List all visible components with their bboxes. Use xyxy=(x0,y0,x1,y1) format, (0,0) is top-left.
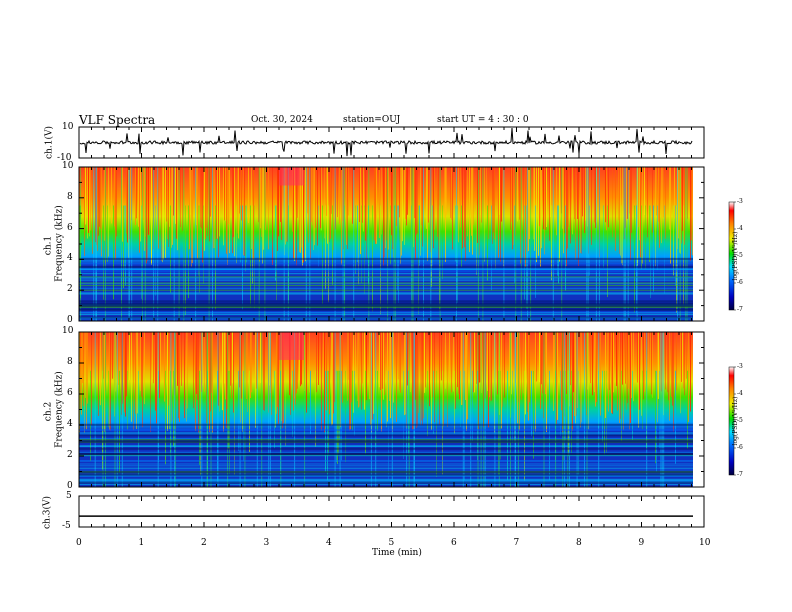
ch1-ytick-bottom: -10 xyxy=(57,153,72,163)
cbar-tick-label: -5 xyxy=(737,252,743,259)
cbar-tick-label: -6 xyxy=(737,444,743,451)
ch2-spectrogram-image xyxy=(78,331,705,488)
ch2-spec-ylabel: Frequency (kHz) xyxy=(54,371,65,448)
x-tick-label: 7 xyxy=(513,538,520,548)
spec-ytick-label: 4 xyxy=(67,419,73,429)
x-tick-label: 9 xyxy=(638,538,645,548)
ch1-waveform-ylabel: ch.1(V) xyxy=(44,126,55,159)
x-tick-label: 3 xyxy=(263,538,270,548)
spec-ytick-label: 4 xyxy=(67,253,73,264)
cbar-tick-label: -7 xyxy=(737,471,743,478)
spec-ytick-label: 6 xyxy=(67,388,73,398)
spec-ytick-label: 0 xyxy=(67,315,73,325)
cbar-tick-label: -4 xyxy=(737,225,743,232)
station-label: station=OUJ xyxy=(343,115,401,125)
spec-ytick-label: 6 xyxy=(67,222,73,233)
date-label: Oct. 30, 2024 xyxy=(251,115,313,125)
plot-title: VLF Spectra xyxy=(79,113,156,127)
ch1-spec-ylabel-top: ch.1 xyxy=(43,235,54,256)
cbar-tick-label: -3 xyxy=(737,198,743,205)
cbar-tick-label: -5 xyxy=(737,417,743,424)
cbar-tick-label: -3 xyxy=(737,363,743,370)
x-tick-label: 10 xyxy=(699,538,711,548)
ch1-ytick-top: 10 xyxy=(62,122,74,132)
spec-ytick-label: 2 xyxy=(67,284,73,295)
spec-ytick-label: 0 xyxy=(67,481,73,491)
ch3-waveform-ylabel: ch.3(V) xyxy=(42,496,53,529)
spec-ytick-label: 8 xyxy=(67,357,73,367)
x-tick-label: 1 xyxy=(138,538,145,548)
ch3-ytick-bottom: -5 xyxy=(62,521,71,531)
x-tick-label: 4 xyxy=(326,538,332,548)
start-ut-label: start UT = 4 : 30 : 0 xyxy=(437,115,529,125)
x-tick-label: 8 xyxy=(576,538,582,548)
x-tick-label: 5 xyxy=(388,538,395,548)
ch1-spec-ylabel: Frequency (kHz) xyxy=(54,205,65,282)
spec-ytick-label: 10 xyxy=(62,326,74,336)
cbar-tick-label: -4 xyxy=(737,390,743,397)
spec-ytick-label: 8 xyxy=(67,191,73,202)
x-tick-label: 2 xyxy=(201,538,207,548)
x-tick-label: 0 xyxy=(76,538,82,548)
cbar-tick-label: -6 xyxy=(737,279,743,286)
x-tick-label: 6 xyxy=(451,538,457,548)
ch2-spec-ylabel-top: ch.2 xyxy=(43,401,54,422)
ch1-spectrogram-image xyxy=(78,166,705,322)
ch3-ytick-top: 5 xyxy=(66,491,72,501)
x-axis-label: Time (min) xyxy=(372,548,422,558)
spec-ytick-label: 2 xyxy=(67,450,73,460)
cbar-tick-label: -7 xyxy=(737,306,743,313)
spec-ytick-label: 10 xyxy=(62,161,74,171)
